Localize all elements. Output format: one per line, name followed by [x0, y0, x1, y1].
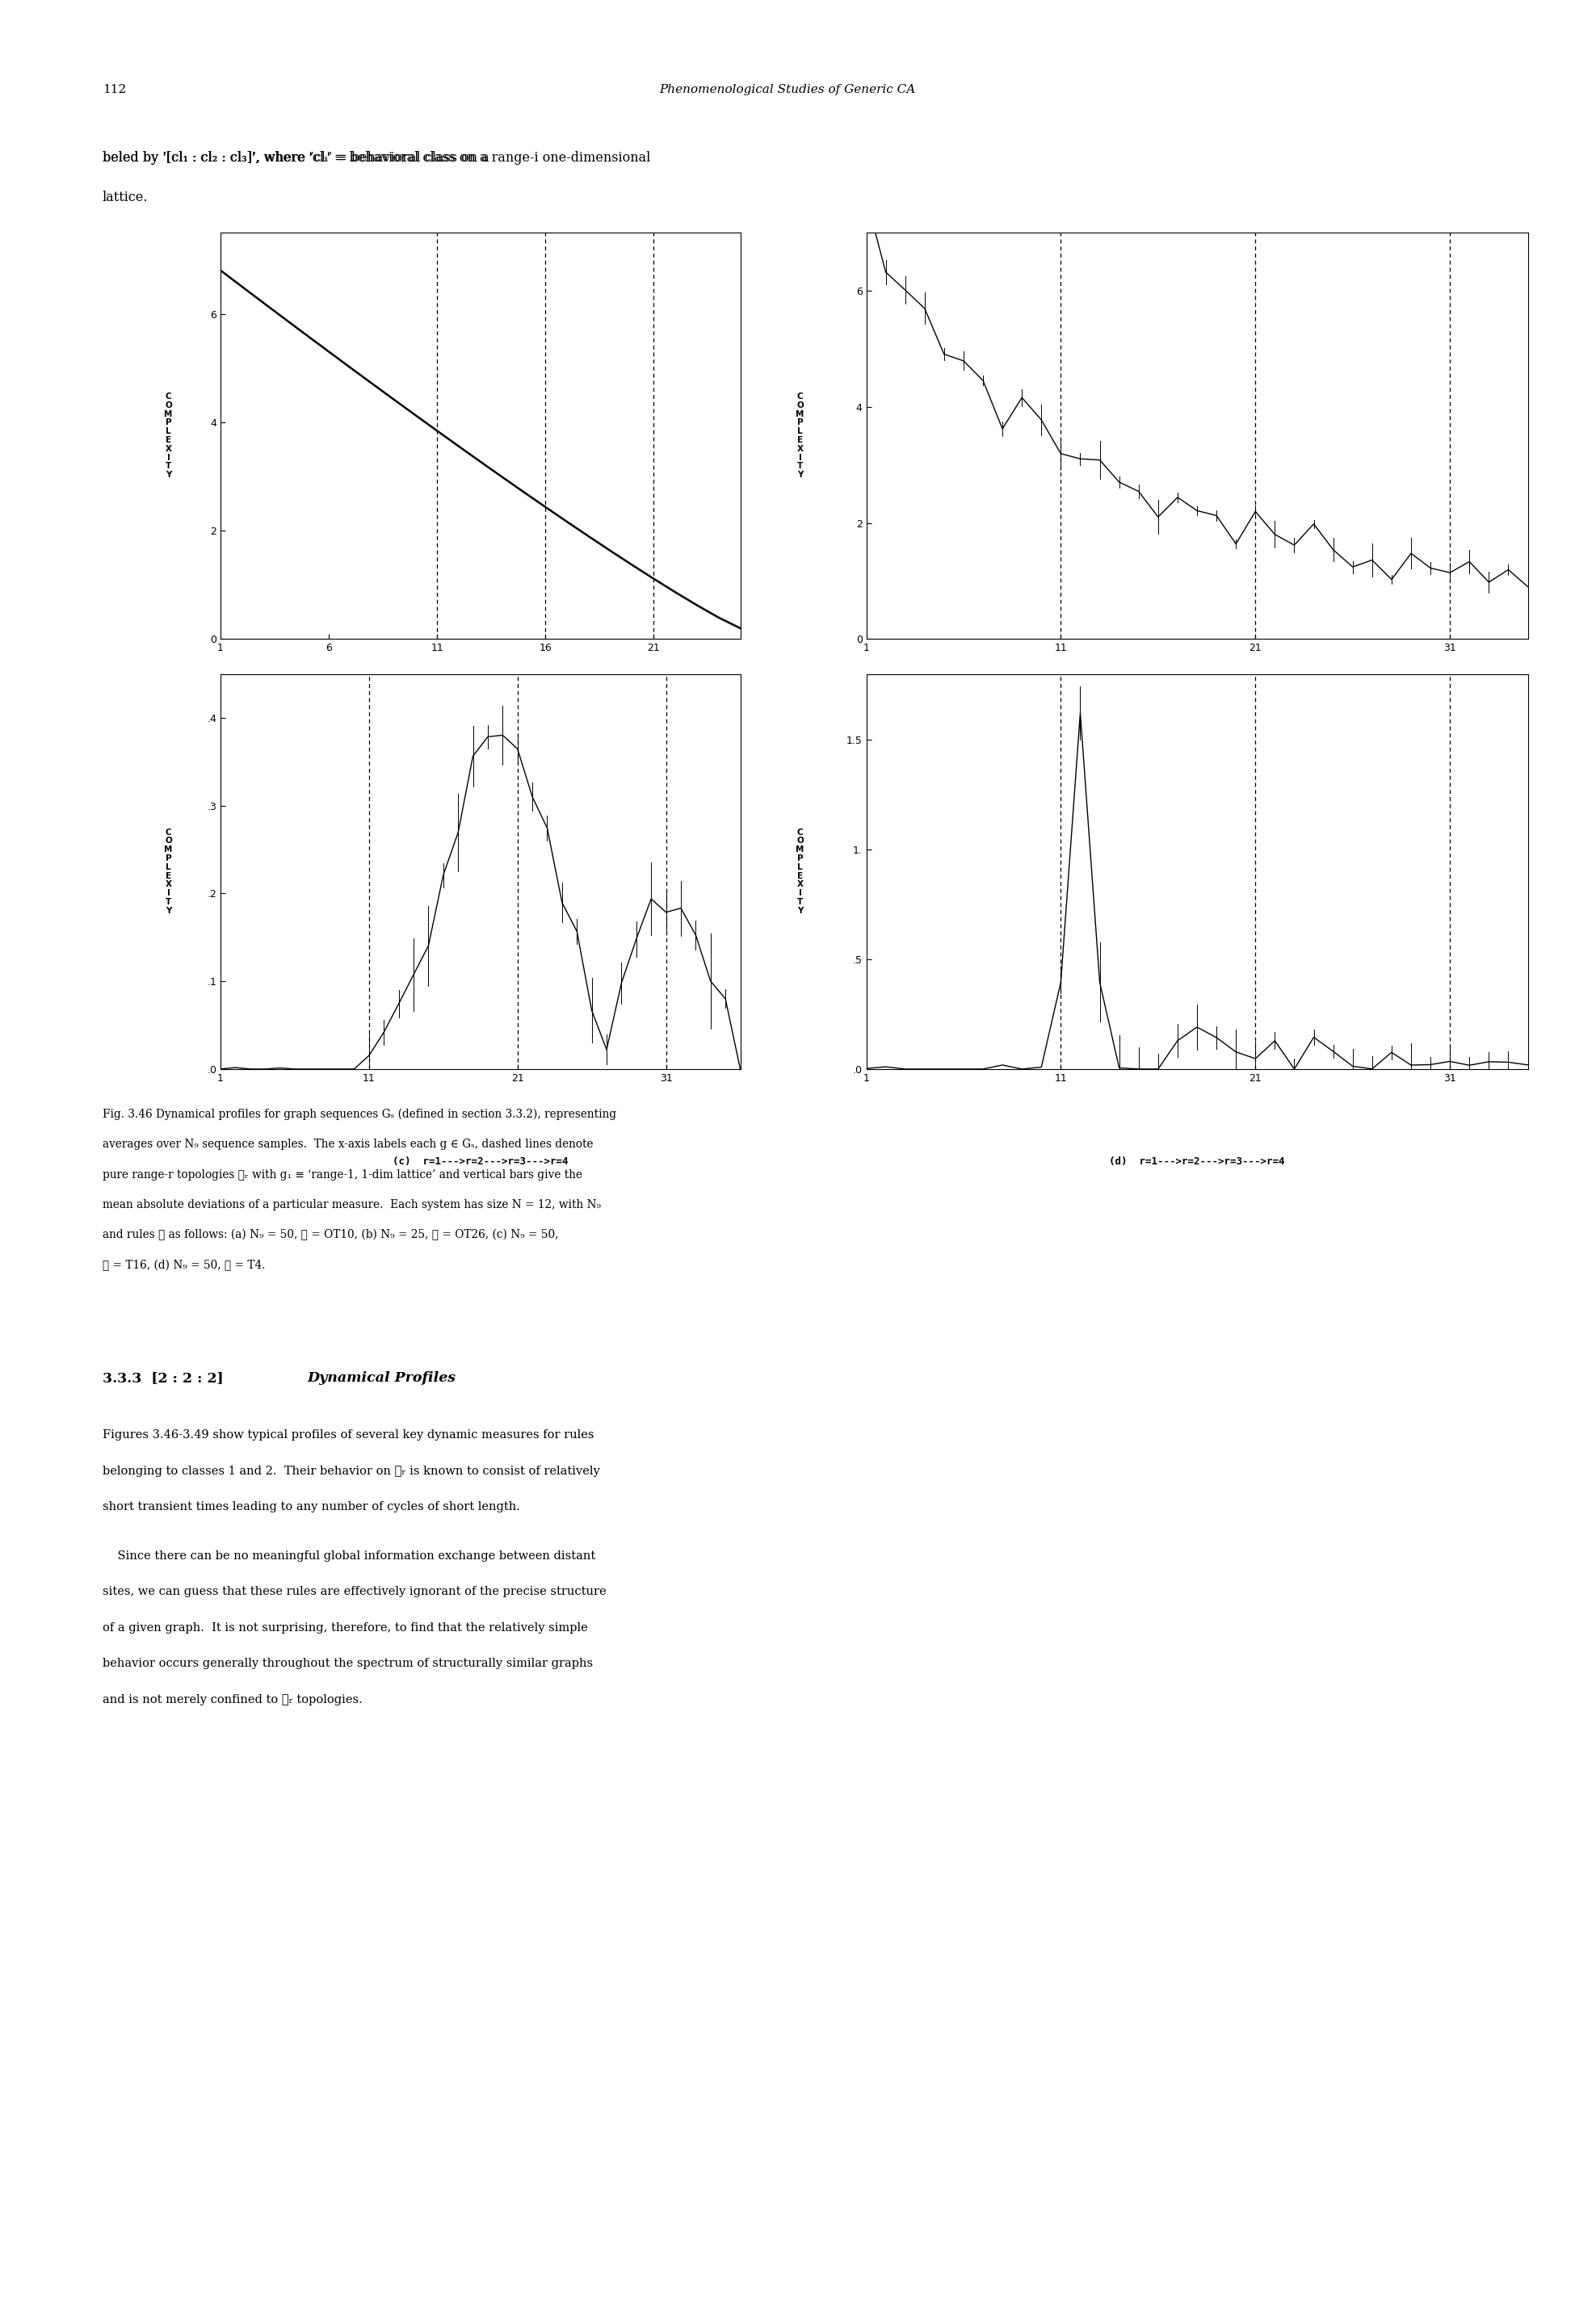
Text: pure range-r topologies ℒᵣ with g₁ ≡ ‘range-1, 1-dim lattice’ and vertical bars : pure range-r topologies ℒᵣ with g₁ ≡ ‘ra…	[102, 1169, 583, 1181]
Text: Since there can be no meaningful global information exchange between distant: Since there can be no meaningful global …	[102, 1550, 595, 1562]
Text: averages over N₉ sequence samples.  The x-axis labels each g ∈ Gₛ, dashed lines : averages over N₉ sequence samples. The x…	[102, 1139, 594, 1150]
Text: C
O
M
P
L
E
X
I
T
Y: C O M P L E X I T Y	[164, 827, 173, 916]
Text: sites, we can guess that these rules are effectively ignorant of the precise str: sites, we can guess that these rules are…	[102, 1585, 606, 1597]
Text: (d)  r=1--->r=2--->r=3--->r=4: (d) r=1--->r=2--->r=3--->r=4	[1109, 1155, 1285, 1167]
Text: beled by '[cl₁ : cl₂ : cl₃]', where 'clᵢ' ≡ behavioral class on a range-i one-di: beled by '[cl₁ : cl₂ : cl₃]', where 'clᵢ…	[102, 151, 650, 165]
Text: 3.3.3  [2 : 2 : 2]: 3.3.3 [2 : 2 : 2]	[102, 1371, 233, 1385]
Text: of a given graph.  It is not surprising, therefore, to find that the relatively : of a given graph. It is not surprising, …	[102, 1622, 587, 1634]
Text: and rules ℛ as follows: (a) N₉ = 50, ℛ = OT10, (b) N₉ = 25, ℛ = OT26, (c) N₉ = 5: and rules ℛ as follows: (a) N₉ = 50, ℛ =…	[102, 1229, 558, 1241]
Text: mean absolute deviations of a particular measure.  Each system has size N = 12, : mean absolute deviations of a particular…	[102, 1199, 600, 1211]
Text: belonging to classes 1 and 2.  Their behavior on ℒᵣ is known to consist of relat: belonging to classes 1 and 2. Their beha…	[102, 1466, 600, 1476]
Text: (a)  r=1--->r=2--->r=3--->r=4: (a) r=1--->r=2--->r=3--->r=4	[392, 730, 569, 739]
Text: (b)  r=1--->r=2--->r=3--->r=4: (b) r=1--->r=2--->r=3--->r=4	[1109, 730, 1285, 739]
Text: behavior occurs generally throughout the spectrum of structurally similar graphs: behavior occurs generally throughout the…	[102, 1659, 592, 1669]
Text: ℛ = T16, (d) N₉ = 50, ℛ = T4.: ℛ = T16, (d) N₉ = 50, ℛ = T4.	[102, 1260, 265, 1271]
Text: lattice.: lattice.	[102, 191, 148, 205]
Text: beled by ‘[cl₁ : cl₂ : cl₃]’, where ‘clᵢ’ ≡ behavioral class on a: beled by ‘[cl₁ : cl₂ : cl₃]’, where ‘clᵢ…	[102, 151, 493, 165]
Text: C
O
M
P
L
E
X
I
T
Y: C O M P L E X I T Y	[164, 393, 173, 479]
Text: 112: 112	[102, 84, 126, 95]
Text: and is not merely confined to ℒᵣ topologies.: and is not merely confined to ℒᵣ topolog…	[102, 1694, 362, 1706]
Text: (c)  r=1--->r=2--->r=3--->r=4: (c) r=1--->r=2--->r=3--->r=4	[392, 1155, 569, 1167]
Text: Dynamical Profiles: Dynamical Profiles	[307, 1371, 455, 1385]
Text: Figures 3.46-3.49 show typical profiles of several key dynamic measures for rule: Figures 3.46-3.49 show typical profiles …	[102, 1429, 594, 1441]
Text: Fig. 3.46 Dynamical profiles for graph sequences Gₛ (defined in section 3.3.2), : Fig. 3.46 Dynamical profiles for graph s…	[102, 1109, 616, 1120]
Text: C
O
M
P
L
E
X
I
T
Y: C O M P L E X I T Y	[795, 827, 805, 916]
Text: short transient times leading to any number of cycles of short length.: short transient times leading to any num…	[102, 1501, 520, 1513]
Text: Phenomenological Studies of Generic CA: Phenomenological Studies of Generic CA	[660, 84, 915, 95]
Text: C
O
M
P
L
E
X
I
T
Y: C O M P L E X I T Y	[795, 393, 805, 479]
